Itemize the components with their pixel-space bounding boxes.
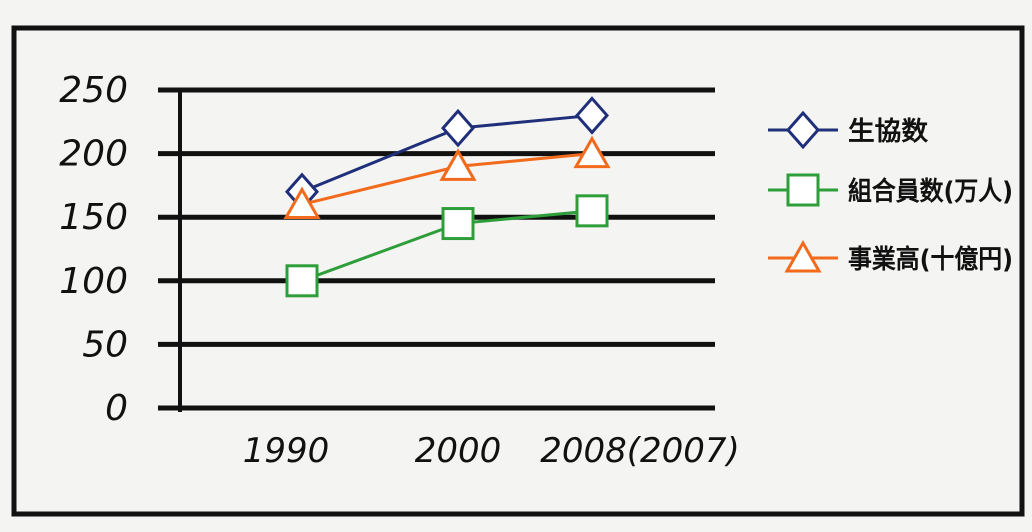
data-point-marker bbox=[575, 194, 609, 228]
data-point-marker bbox=[440, 108, 476, 148]
legend-label: 生協数 bbox=[848, 117, 929, 147]
legend-label: 事業高(十億円) bbox=[848, 244, 1013, 275]
y-tick-label: 100 bbox=[59, 261, 128, 302]
legend-marker bbox=[786, 173, 820, 207]
chart-border bbox=[11, 25, 1025, 517]
y-tick-labels: 0 50 100 150 200 250 bbox=[59, 70, 128, 429]
gridlines bbox=[158, 87, 715, 411]
x-tick-labels: 1990 2000 2008(2007) bbox=[243, 431, 740, 471]
series-square bbox=[285, 194, 609, 298]
y-tick-label: 0 bbox=[105, 388, 128, 429]
series-triangle bbox=[283, 135, 611, 219]
data-point-marker bbox=[285, 264, 319, 298]
y-tick-label: 50 bbox=[82, 324, 128, 365]
y-tick-label: 200 bbox=[59, 134, 128, 175]
series-group bbox=[283, 96, 611, 298]
x-tick-label: 2008(2007) bbox=[540, 431, 740, 471]
data-point-marker bbox=[573, 135, 611, 169]
y-tick-label: 150 bbox=[59, 197, 128, 238]
x-tick-label: 2000 bbox=[415, 431, 502, 471]
y-tick-label: 250 bbox=[59, 70, 128, 111]
data-point-marker bbox=[574, 96, 610, 135]
data-point-marker bbox=[439, 148, 477, 181]
legend-marker bbox=[785, 110, 821, 150]
data-point-marker bbox=[441, 207, 475, 241]
legend-label: 組合員数(万人) bbox=[848, 176, 1013, 207]
legend-marker bbox=[784, 239, 822, 273]
data-point-marker bbox=[283, 186, 321, 219]
x-tick-label: 1990 bbox=[243, 431, 330, 471]
series-diamond bbox=[284, 96, 610, 212]
